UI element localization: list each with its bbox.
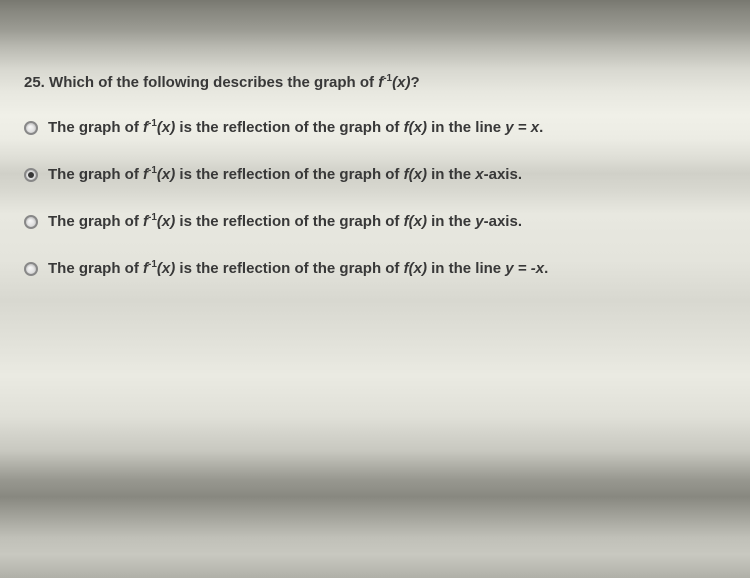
opt-eq: y bbox=[475, 213, 483, 230]
opt-mid: is the reflection of the graph of bbox=[175, 119, 403, 136]
question-suffix: ? bbox=[410, 74, 419, 91]
f-inverse-notation: f-1(x) bbox=[143, 213, 175, 230]
question-number: 25. bbox=[24, 74, 45, 91]
option-row[interactable]: The graph of f-1(x) is the reflection of… bbox=[24, 258, 726, 279]
fx-notation: f(x) bbox=[404, 166, 427, 183]
opt-tail: in the line bbox=[427, 119, 505, 136]
opt-end: -axis. bbox=[484, 166, 522, 183]
notation-sup: -1 bbox=[383, 73, 392, 84]
opt-tail: in the line bbox=[427, 260, 505, 277]
notation-sup: -1 bbox=[148, 212, 157, 223]
notation-arg: (x) bbox=[157, 213, 175, 230]
opt-eq: x bbox=[475, 166, 483, 183]
opt-eq: y = x bbox=[505, 119, 539, 136]
notation-arg: (x) bbox=[157, 119, 175, 136]
opt-prefix: The graph of bbox=[48, 213, 143, 230]
f-inverse-notation: f-1(x) bbox=[378, 74, 410, 91]
opt-prefix: The graph of bbox=[48, 119, 143, 136]
f-inverse-notation: f-1(x) bbox=[143, 260, 175, 277]
option-row[interactable]: The graph of f-1(x) is the reflection of… bbox=[24, 164, 726, 185]
fx-notation: f(x) bbox=[404, 260, 427, 277]
radio-button[interactable] bbox=[24, 215, 38, 229]
notation-sup: -1 bbox=[148, 165, 157, 176]
opt-mid: is the reflection of the graph of bbox=[175, 166, 403, 183]
option-text: The graph of f-1(x) is the reflection of… bbox=[48, 211, 522, 232]
opt-eq: y = -x bbox=[505, 260, 544, 277]
question-block: 25. Which of the following describes the… bbox=[0, 0, 750, 279]
notation-sup: -1 bbox=[148, 118, 157, 129]
opt-end: . bbox=[544, 260, 548, 277]
f-inverse-notation: f-1(x) bbox=[143, 119, 175, 136]
radio-button[interactable] bbox=[24, 168, 38, 182]
option-row[interactable]: The graph of f-1(x) is the reflection of… bbox=[24, 117, 726, 138]
opt-mid: is the reflection of the graph of bbox=[175, 260, 403, 277]
option-text: The graph of f-1(x) is the reflection of… bbox=[48, 117, 543, 138]
opt-prefix: The graph of bbox=[48, 166, 143, 183]
radio-button[interactable] bbox=[24, 121, 38, 135]
opt-prefix: The graph of bbox=[48, 260, 143, 277]
f-inverse-notation: f-1(x) bbox=[143, 166, 175, 183]
question-prefix: Which of the following describes the gra… bbox=[49, 74, 378, 91]
notation-arg: (x) bbox=[157, 260, 175, 277]
option-row[interactable]: The graph of f-1(x) is the reflection of… bbox=[24, 211, 726, 232]
notation-arg: (x) bbox=[392, 74, 410, 91]
option-text: The graph of f-1(x) is the reflection of… bbox=[48, 258, 548, 279]
fx-notation: f(x) bbox=[404, 119, 427, 136]
opt-end: . bbox=[539, 119, 543, 136]
notation-arg: (x) bbox=[157, 166, 175, 183]
notation-sup: -1 bbox=[148, 259, 157, 270]
radio-button[interactable] bbox=[24, 262, 38, 276]
fx-notation: f(x) bbox=[404, 213, 427, 230]
opt-tail: in the bbox=[427, 166, 475, 183]
option-text: The graph of f-1(x) is the reflection of… bbox=[48, 164, 522, 185]
opt-tail: in the bbox=[427, 213, 475, 230]
opt-end: -axis. bbox=[484, 213, 522, 230]
question-stem: 25. Which of the following describes the… bbox=[24, 72, 726, 93]
opt-mid: is the reflection of the graph of bbox=[175, 213, 403, 230]
